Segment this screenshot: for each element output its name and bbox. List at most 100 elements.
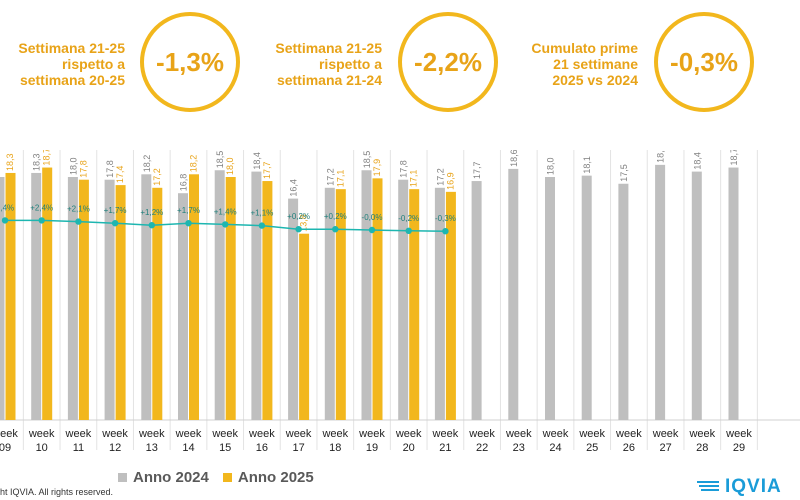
bar-2025: [115, 185, 126, 420]
bar-2025: [335, 189, 346, 420]
x-tick-label: week: [725, 428, 752, 440]
data-label-2024: 18,1: [582, 156, 592, 174]
x-tick-label: week: [615, 428, 642, 440]
kpi-value-cumulative: -0,3%: [670, 46, 738, 77]
cumulative-point: [222, 221, 229, 228]
x-tick-label: week: [175, 428, 202, 440]
x-tick-label: week: [101, 428, 128, 440]
data-label-2024: 17,5: [619, 164, 629, 182]
kpi-circle-weekly-vs-last-year: -2,2%: [398, 12, 498, 112]
cumulative-label: -0,3%: [435, 214, 456, 223]
legend-item-2025: Anno 2025: [222, 469, 314, 486]
legend-label-2025: Anno 2025: [237, 469, 314, 486]
data-label-2025: 17,8: [78, 160, 88, 178]
kpi-label-weekly-vs-previous: Settimana 21-25 rispetto a settimana 20-…: [18, 40, 125, 88]
cumulative-label: +2,1%: [67, 205, 90, 214]
cumulative-point: [185, 220, 192, 227]
x-tick-label: week: [248, 428, 275, 440]
cumulative-label: -0,2%: [398, 214, 419, 223]
data-label-2024: 17,2: [325, 168, 335, 186]
x-tick-label: 26: [623, 442, 635, 454]
x-tick-label: 28: [696, 442, 708, 454]
kpi-circle-cumulative: -0,3%: [654, 12, 754, 112]
kpi-circle-weekly-vs-previous: -1,3%: [140, 12, 240, 112]
bar-2024: [67, 177, 78, 420]
data-label-2024: 18,7: [729, 150, 739, 166]
x-tick-label: 25: [586, 442, 598, 454]
x-tick-label: week: [505, 428, 532, 440]
bar-2024: [361, 170, 372, 420]
cumulative-label: +1,4%: [214, 207, 237, 216]
cumulative-label: +1,7%: [177, 206, 200, 215]
data-label-2024: 18,6: [509, 150, 519, 167]
bar-2025: [42, 167, 53, 420]
x-tick-label: 27: [659, 442, 671, 454]
data-label-2024: 18,5: [362, 151, 372, 169]
x-tick-label: week: [0, 428, 18, 440]
x-tick-label: week: [285, 428, 312, 440]
data-label-2025: 18,7: [42, 150, 52, 166]
x-tick-label: 15: [219, 442, 231, 454]
x-tick-label: week: [688, 428, 715, 440]
cumulative-point: [75, 218, 82, 225]
x-tick-label: 24: [549, 442, 561, 454]
bar-2024: [141, 174, 152, 420]
data-label-2024: 18,0: [68, 157, 78, 175]
cumulative-label: -0,0%: [362, 213, 383, 222]
data-label-2025: 18,2: [189, 155, 199, 173]
bar-2024: [104, 179, 115, 420]
bar-2025: [409, 189, 420, 420]
data-label-2024: 17,8: [105, 160, 115, 178]
data-label-2024: 18,9: [656, 150, 666, 163]
cumulative-label: +1,2%: [140, 208, 163, 217]
x-tick-label: 12: [109, 442, 121, 454]
legend-swatch-2024: [118, 473, 127, 482]
bar-2025: [5, 172, 16, 420]
cumulative-label: +2,4%: [30, 203, 53, 212]
cumulative-label: +1,7%: [104, 206, 127, 215]
bar-2025: [225, 177, 236, 420]
x-tick-label: 18: [329, 442, 341, 454]
x-tick-label: 14: [182, 442, 194, 454]
x-tick-label: week: [321, 428, 348, 440]
bar-2024: [214, 170, 225, 420]
x-tick-label: 17: [292, 442, 304, 454]
x-tick-label: 23: [513, 442, 525, 454]
data-label-2024: 16,8: [179, 174, 189, 192]
x-tick-label: week: [138, 428, 165, 440]
data-label-2025: 17,1: [335, 170, 345, 188]
x-tick-label: 22: [476, 442, 488, 454]
legend-label-2024: Anno 2024: [133, 469, 209, 486]
kpi-value-weekly-vs-last-year: -2,2%: [414, 46, 482, 77]
kpi-value-weekly-vs-previous: -1,3%: [156, 46, 224, 77]
x-tick-label: week: [358, 428, 385, 440]
bar-2024: [508, 168, 519, 420]
data-label-2024: 16,4: [289, 179, 299, 197]
x-tick-label: 16: [256, 442, 268, 454]
weekly-bar-chart: 18,3week0918,318,7week1018,017,8week1117…: [0, 150, 800, 454]
x-tick-label: 20: [403, 442, 415, 454]
data-label-2024: 17,2: [435, 168, 445, 186]
cumulative-label: +1,1%: [250, 209, 273, 218]
bar-2024: [324, 187, 335, 420]
bar-2024: [178, 193, 188, 420]
bar-2024: [545, 177, 555, 420]
data-label-2024: 18,4: [692, 152, 702, 170]
bar-2025: [372, 178, 383, 420]
cumulative-point: [442, 228, 449, 235]
data-label-2025: 16,9: [445, 172, 455, 190]
cumulative-point: [405, 227, 412, 234]
legend-swatch-2025: [222, 473, 232, 482]
x-tick-label: week: [578, 428, 605, 440]
logo-mark-icon: [697, 481, 719, 491]
cumulative-point: [38, 217, 45, 224]
cumulative-label: 2,4%: [0, 203, 14, 212]
bar-2025: [299, 233, 310, 420]
data-label-2025: 17,1: [409, 170, 419, 188]
cumulative-label: +0,2%: [324, 212, 347, 221]
bar-2024: [691, 171, 702, 420]
x-tick-label: 13: [146, 442, 158, 454]
cumulative-point: [295, 226, 302, 233]
data-label-2024: 18,2: [142, 155, 152, 173]
x-tick-label: 19: [366, 442, 378, 454]
